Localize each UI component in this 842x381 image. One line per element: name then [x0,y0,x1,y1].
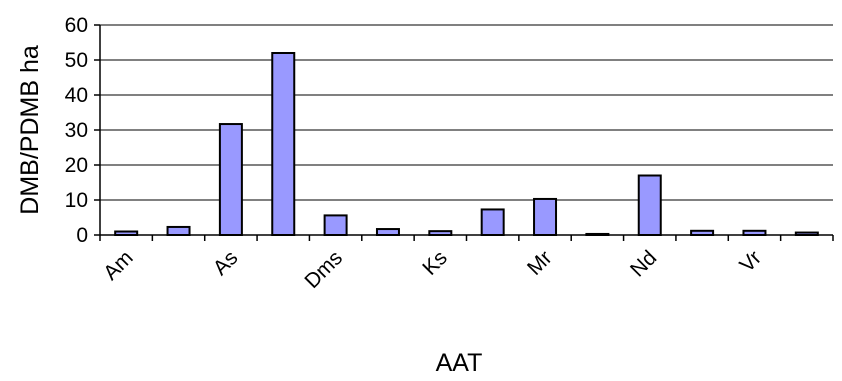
y-tick-label-0: 0 [76,224,88,247]
axes [94,24,834,241]
y-tick-label-2: 20 [65,154,88,177]
x-tick-label-0: Am [99,246,138,285]
y-tick-label-4: 40 [65,84,88,107]
x-tick-label-4: Dms [300,246,347,293]
y-tick-label-3: 30 [65,119,88,142]
bar-1 [166,225,191,236]
x-tick-label-2: As [209,246,243,280]
x-tick-label-8: Mr [523,246,557,280]
x-axis-title: AAT [436,349,483,377]
bar-7 [480,208,505,236]
bar-3 [271,52,296,236]
bar-4 [323,214,348,236]
bar-5 [375,228,400,237]
x-tick-label-10: Nd [626,246,661,281]
bar-2 [218,123,243,236]
gridlines [100,24,833,201]
bar-10 [637,174,662,236]
x-tick-label-12: Vr [735,246,766,277]
y-tick-label-5: 50 [65,49,88,72]
x-tick-labels: Am As Dms Ks Mr Nd Vr [99,246,766,293]
y-tick-label-6: 60 [65,14,88,37]
y-tick-labels: 0 10 20 30 40 50 60 [65,14,88,247]
bar-8 [533,197,558,236]
bars [114,52,819,237]
x-tick-label-6: Ks [418,246,452,280]
y-axis-title: DMB/PDMB ha [16,45,44,215]
y-tick-label-1: 10 [65,189,88,212]
